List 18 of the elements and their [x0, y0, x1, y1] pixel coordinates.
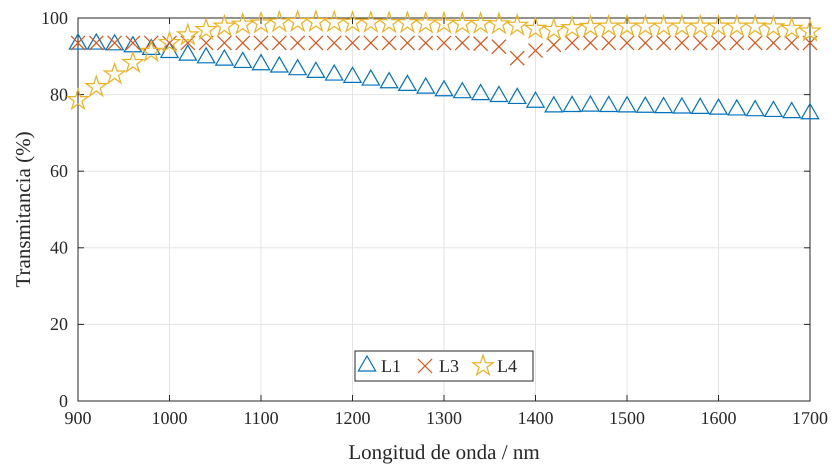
x-tick-label: 1500 [609, 408, 645, 428]
legend-label: L3 [439, 356, 459, 376]
y-tick-label: 40 [50, 238, 68, 258]
y-tick-label: 60 [50, 160, 68, 181]
x-tick-label: 1100 [243, 408, 279, 428]
x-tick-label: 1700 [792, 408, 828, 428]
legend-label: L4 [497, 356, 517, 376]
y-tick-label: 20 [50, 314, 68, 334]
x-tick-label: 1200 [334, 408, 370, 428]
x-axis-title: Longitud de onda / nm [348, 440, 540, 464]
x-tick-label: 1400 [518, 408, 554, 428]
x-tick-label: 1300 [426, 408, 462, 428]
y-tick-label: 80 [50, 84, 68, 104]
y-axis-title: Transmitancia (%) [11, 131, 35, 288]
y-tick-label: 100 [41, 8, 68, 28]
x-tick-label: 1000 [152, 408, 188, 428]
legend-label: L1 [381, 356, 401, 376]
x-tick-label: 1600 [700, 408, 736, 428]
